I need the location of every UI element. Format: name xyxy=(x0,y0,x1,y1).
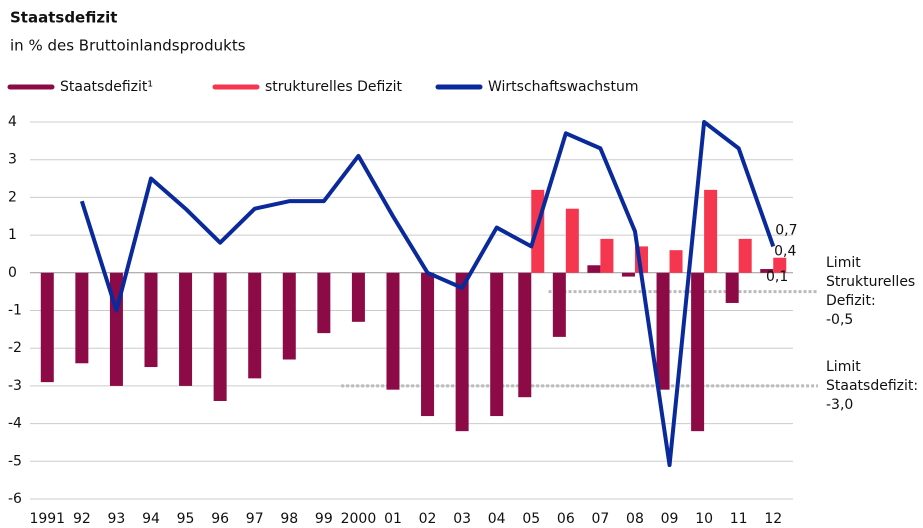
y-tick-label: 1 xyxy=(8,227,17,243)
x-tick-label: 11 xyxy=(730,511,748,527)
y-tick-label: 3 xyxy=(8,152,17,168)
x-tick-label: 07 xyxy=(591,511,609,527)
x-tick-label: 08 xyxy=(626,511,644,527)
x-tick-label: 94 xyxy=(142,511,160,527)
bar xyxy=(773,257,787,273)
x-tick-label: 99 xyxy=(315,511,333,527)
x-tick-label: 93 xyxy=(108,511,126,527)
x-tick-label: 05 xyxy=(522,511,540,527)
x-tick-label: 09 xyxy=(661,511,679,527)
chart-title: Staatsdefizit xyxy=(10,9,117,27)
y-tick-label: -5 xyxy=(8,453,22,469)
bar xyxy=(704,189,718,273)
x-tick-label: 2000 xyxy=(341,511,377,527)
reference-label: Defizit: xyxy=(826,293,876,309)
y-tick-label: 4 xyxy=(8,114,17,130)
x-tick-label: 03 xyxy=(453,511,471,527)
x-tick-label: 06 xyxy=(557,511,575,527)
data-label: 0,7 xyxy=(775,222,797,238)
bar xyxy=(587,265,601,273)
bar xyxy=(75,272,89,364)
y-tick-label: 0 xyxy=(8,265,17,281)
x-tick-label: 95 xyxy=(177,511,195,527)
chart-subtitle: in % des Bruttoinlandsprodukts xyxy=(10,37,246,55)
bar xyxy=(421,272,435,417)
bar xyxy=(691,272,705,432)
legend-label: Staatsdefizit¹ xyxy=(60,79,153,95)
x-tick-label: 96 xyxy=(211,511,229,527)
bar xyxy=(317,272,331,334)
reference-label: Limit xyxy=(826,359,861,375)
x-tick-label: 02 xyxy=(419,511,437,527)
x-tick-label: 97 xyxy=(246,511,264,527)
legend-label: strukturelles Defizit xyxy=(265,79,403,95)
bar xyxy=(565,208,579,273)
bar xyxy=(669,250,683,273)
reference-label: -0,5 xyxy=(826,312,853,328)
reference-label: Staatsdefizit: xyxy=(826,378,918,394)
data-label: 0,4 xyxy=(774,244,796,260)
bar xyxy=(282,272,296,360)
bar xyxy=(552,272,566,337)
y-tick-label: -6 xyxy=(8,491,22,507)
x-tick-label: 12 xyxy=(764,511,782,527)
bar xyxy=(760,269,774,273)
reference-label: Strukturelles xyxy=(826,274,915,290)
line xyxy=(79,120,776,468)
bar xyxy=(144,272,158,368)
bar xyxy=(490,272,504,417)
x-tick-label: 01 xyxy=(384,511,402,527)
bar xyxy=(351,272,365,322)
bar xyxy=(738,238,752,273)
x-tick-label: 98 xyxy=(280,511,298,527)
x-tick-label: 10 xyxy=(695,511,713,527)
y-tick-label: -3 xyxy=(8,378,22,394)
reference-label: -3,0 xyxy=(826,397,853,413)
bar xyxy=(725,272,739,303)
y-tick-label: 2 xyxy=(8,189,17,205)
legend-label: Wirtschaftswachstum xyxy=(488,79,638,95)
data-label: 0,1 xyxy=(766,269,788,285)
x-tick-label: 1991 xyxy=(29,511,65,527)
x-tick-label: 04 xyxy=(488,511,506,527)
x-tick-label: 92 xyxy=(73,511,91,527)
bar xyxy=(656,272,670,390)
bar xyxy=(179,272,193,386)
bar xyxy=(600,238,614,273)
bar xyxy=(386,272,400,390)
y-tick-label: -1 xyxy=(8,303,22,319)
bar xyxy=(621,272,635,277)
bar xyxy=(455,272,469,432)
bar xyxy=(213,272,227,401)
bar xyxy=(40,272,54,383)
reference-label: Limit xyxy=(826,255,861,271)
y-tick-label: -4 xyxy=(8,416,22,432)
bar xyxy=(518,272,532,398)
y-tick-label: -2 xyxy=(8,340,22,356)
bar xyxy=(248,272,262,379)
